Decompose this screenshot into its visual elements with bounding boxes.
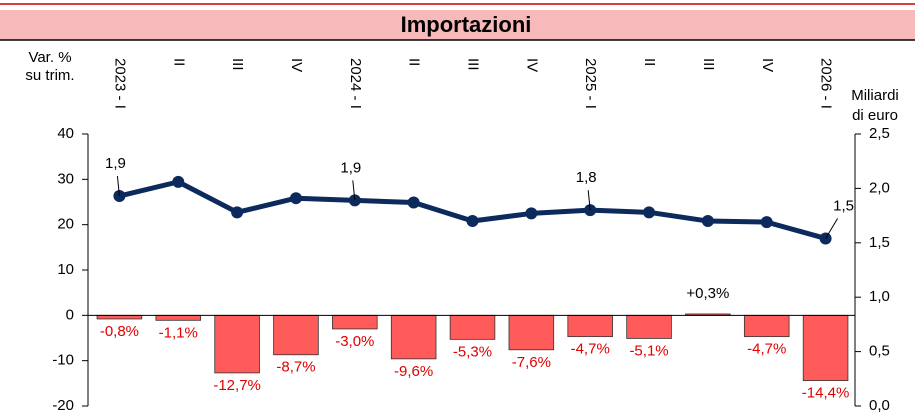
bar <box>96 314 143 320</box>
bar <box>214 314 260 374</box>
bar <box>802 314 849 382</box>
y2-axis-label: di euro <box>852 107 898 124</box>
line-marker <box>172 175 185 188</box>
y2-tick-label: 2,5 <box>869 125 890 142</box>
line-marker <box>231 206 244 219</box>
line-marker <box>289 192 302 205</box>
bar <box>508 314 555 351</box>
y-tick-label: 30 <box>57 170 74 187</box>
line <box>118 179 827 241</box>
data-label: -0,8% <box>100 323 139 340</box>
label-leader <box>116 175 120 197</box>
label-leader <box>825 218 839 239</box>
x-tick-label: III <box>700 58 717 71</box>
bar <box>273 314 319 356</box>
x-tick-label: 2026 - I <box>818 58 835 109</box>
data-label: -14,4% <box>802 385 850 402</box>
line-marker <box>466 215 479 228</box>
y2-tick-label: 1,5 <box>869 234 890 251</box>
data-label: 1,8 <box>576 169 597 186</box>
y2-tick-label: 1,0 <box>869 288 890 305</box>
y-tick-label: 0 <box>66 306 74 323</box>
x-tick-label: 2024 - I <box>347 58 364 109</box>
y2-tick-label: 2,0 <box>869 179 890 196</box>
x-tick-label: II <box>170 58 187 66</box>
y-tick-label: -20 <box>52 397 74 412</box>
data-label: -5,3% <box>453 343 492 360</box>
line-marker <box>643 206 656 219</box>
y-axis-label: Var. % <box>28 49 71 66</box>
data-label: 1,5 <box>833 197 854 214</box>
bar <box>155 314 202 321</box>
line-marker <box>525 207 538 220</box>
data-label: +0,3% <box>686 285 729 302</box>
y-axis-label: su trim. <box>25 67 74 84</box>
data-label: -3,0% <box>335 333 374 350</box>
data-label: -7,6% <box>512 354 551 371</box>
x-tick-label: 2025 - I <box>582 58 599 109</box>
data-label: -12,7% <box>213 377 261 394</box>
y-tick-label: 40 <box>57 125 74 142</box>
label-leader <box>587 190 591 211</box>
data-label: -9,6% <box>394 363 433 380</box>
y2-axis-label: Miliardi <box>851 87 899 104</box>
data-label: -5,1% <box>629 342 668 359</box>
data-label: 1,9 <box>340 159 361 176</box>
data-label: -4,7% <box>571 341 610 358</box>
y-tick-label: 20 <box>57 216 74 233</box>
x-tick-label: IV <box>523 58 540 72</box>
x-tick-label: III <box>229 58 246 71</box>
bar <box>626 314 672 339</box>
line-marker <box>407 196 420 209</box>
x-tick-label: II <box>406 58 423 66</box>
data-label: -4,7% <box>747 341 786 358</box>
x-tick-label: 2023 - I <box>111 58 128 109</box>
bar <box>449 314 496 340</box>
y-tick-label: 10 <box>57 261 74 278</box>
y2-tick-label: 0,0 <box>869 397 890 412</box>
chart-title: Importazioni <box>401 12 532 37</box>
x-tick-label: III <box>465 58 482 71</box>
line-marker <box>760 216 773 229</box>
label-leader <box>352 180 356 201</box>
line-marker <box>701 215 714 228</box>
data-label: -1,1% <box>159 324 198 341</box>
title-band <box>0 10 915 40</box>
y-tick-label: -10 <box>52 352 74 369</box>
bar <box>332 314 378 330</box>
x-tick-label: IV <box>759 58 776 72</box>
y2-tick-label: 0,5 <box>869 343 890 360</box>
bar <box>743 314 790 338</box>
data-label: -8,7% <box>276 359 315 376</box>
x-tick-label: IV <box>288 58 305 72</box>
x-tick-label: II <box>641 58 658 66</box>
bar <box>390 314 437 360</box>
bar <box>567 314 613 338</box>
data-label: 1,9 <box>105 155 126 172</box>
